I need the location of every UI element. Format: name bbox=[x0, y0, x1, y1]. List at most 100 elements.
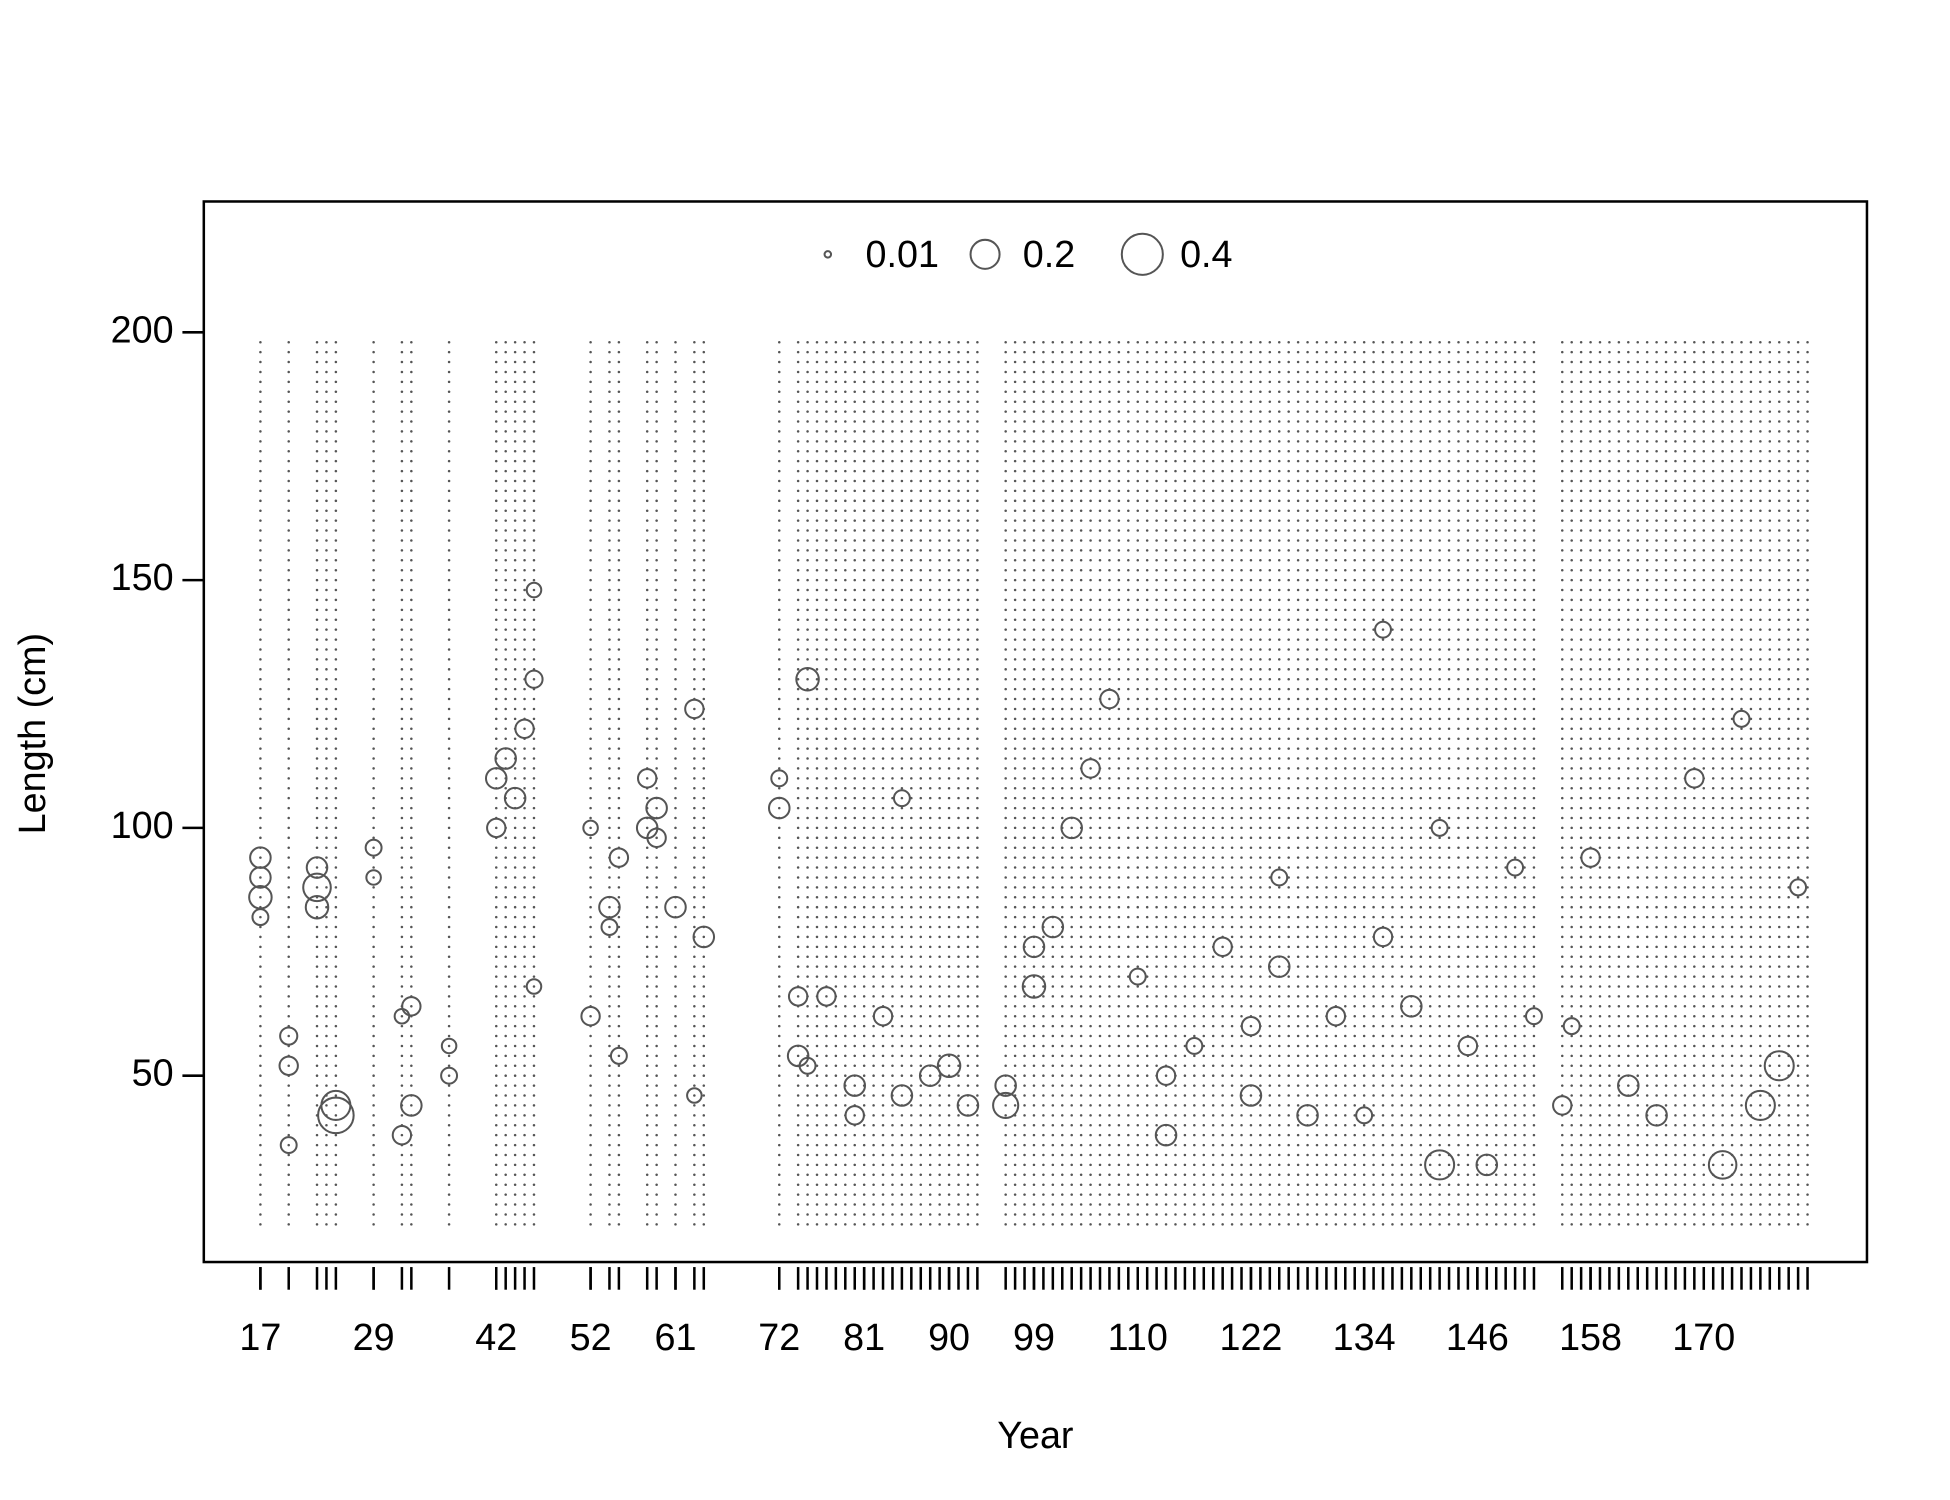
grid-dot bbox=[778, 519, 781, 522]
grid-dot bbox=[1004, 866, 1007, 869]
grid-dot bbox=[693, 489, 696, 493]
grid-dot bbox=[400, 856, 404, 859]
grid-dot bbox=[655, 638, 658, 641]
grid-dot bbox=[513, 1133, 517, 1137]
grid-dot bbox=[315, 707, 319, 711]
grid-dot bbox=[410, 1123, 413, 1127]
grid-dot bbox=[881, 360, 885, 364]
grid-dot bbox=[447, 549, 451, 552]
grid-dot bbox=[655, 360, 658, 364]
grid-dot bbox=[645, 1173, 649, 1177]
grid-dot bbox=[1089, 707, 1092, 711]
grid-dot bbox=[315, 806, 319, 810]
grid-dot bbox=[1032, 638, 1036, 641]
grid-dot bbox=[1061, 1183, 1064, 1186]
grid-dot bbox=[815, 608, 819, 612]
grid-dot bbox=[966, 1054, 970, 1058]
grid-dot bbox=[910, 340, 913, 344]
grid-dot bbox=[778, 915, 781, 919]
grid-dot bbox=[334, 905, 338, 909]
grid-dot bbox=[853, 608, 856, 612]
grid-dot bbox=[891, 786, 894, 790]
grid-dot bbox=[589, 658, 592, 661]
grid-dot bbox=[315, 866, 319, 869]
grid-dot bbox=[513, 509, 517, 512]
grid-dot bbox=[1061, 806, 1064, 810]
grid-dot bbox=[872, 340, 875, 344]
grid-dot bbox=[957, 578, 960, 582]
grid-dot bbox=[617, 836, 621, 840]
grid-dot bbox=[523, 727, 526, 731]
grid-dot bbox=[938, 638, 941, 641]
grid-dot bbox=[608, 1123, 611, 1127]
grid-dot bbox=[966, 965, 970, 968]
grid-dot bbox=[693, 876, 696, 879]
grid-dot bbox=[1070, 1094, 1073, 1097]
grid-dot bbox=[674, 955, 677, 959]
grid-dot bbox=[400, 529, 404, 532]
grid-dot bbox=[957, 767, 960, 770]
grid-dot bbox=[1023, 479, 1026, 483]
grid-dot bbox=[325, 905, 328, 909]
grid-dot bbox=[1079, 1094, 1083, 1097]
grid-dot bbox=[1079, 588, 1083, 592]
grid-dot bbox=[796, 410, 800, 413]
grid-dot bbox=[504, 1094, 507, 1097]
grid-dot bbox=[1013, 1193, 1017, 1196]
grid-dot bbox=[1089, 1163, 1092, 1167]
grid-dot bbox=[702, 360, 706, 364]
grid-dot bbox=[513, 340, 517, 344]
grid-dot bbox=[900, 757, 904, 760]
grid-dot bbox=[494, 876, 498, 879]
grid-dot bbox=[1098, 658, 1102, 661]
grid-dot bbox=[1042, 539, 1045, 542]
grid-dot bbox=[1089, 420, 1092, 423]
grid-dot bbox=[834, 955, 838, 959]
grid-dot bbox=[523, 479, 526, 483]
grid-dot bbox=[947, 370, 951, 374]
grid-dot bbox=[1013, 1133, 1017, 1137]
grid-dot bbox=[947, 1133, 951, 1137]
grid-dot bbox=[1061, 1163, 1064, 1167]
grid-dot bbox=[1004, 539, 1007, 542]
grid-dot bbox=[1098, 648, 1102, 651]
grid-dot bbox=[900, 786, 904, 790]
grid-dot bbox=[891, 737, 894, 740]
grid-dot bbox=[589, 767, 592, 770]
grid-dot bbox=[674, 489, 677, 493]
grid-dot bbox=[796, 767, 800, 770]
grid-dot bbox=[372, 886, 375, 889]
grid-dot bbox=[1032, 826, 1036, 830]
grid-dot bbox=[1098, 1014, 1102, 1018]
grid-dot bbox=[532, 459, 536, 463]
grid-dot bbox=[891, 1044, 894, 1048]
grid-dot bbox=[674, 1213, 677, 1216]
grid-dot bbox=[1070, 509, 1073, 512]
grid-dot bbox=[928, 568, 932, 572]
grid-dot bbox=[862, 737, 866, 740]
grid-dot bbox=[919, 469, 923, 473]
grid-dot bbox=[504, 945, 507, 949]
grid-dot bbox=[862, 876, 866, 879]
grid-dot bbox=[825, 549, 828, 552]
grid-dot bbox=[1061, 459, 1064, 463]
grid-dot bbox=[966, 559, 970, 562]
grid-dot bbox=[872, 390, 875, 394]
grid-dot bbox=[325, 440, 328, 443]
grid-dot bbox=[655, 915, 658, 919]
grid-dot bbox=[881, 618, 885, 622]
grid-dot bbox=[1023, 549, 1026, 552]
grid-dot bbox=[504, 479, 507, 483]
grid-dot bbox=[1079, 786, 1083, 790]
grid-dot bbox=[1079, 717, 1083, 721]
grid-dot bbox=[1004, 628, 1007, 631]
grid-dot bbox=[1061, 975, 1064, 978]
grid-dot bbox=[1108, 1074, 1111, 1077]
grid-dot bbox=[447, 905, 451, 909]
grid-dot bbox=[834, 1173, 838, 1177]
grid-dot bbox=[1042, 380, 1045, 384]
grid-dot bbox=[844, 876, 847, 879]
grid-dot bbox=[1117, 856, 1121, 859]
grid-dot bbox=[919, 559, 923, 562]
grid-dot bbox=[532, 767, 536, 770]
